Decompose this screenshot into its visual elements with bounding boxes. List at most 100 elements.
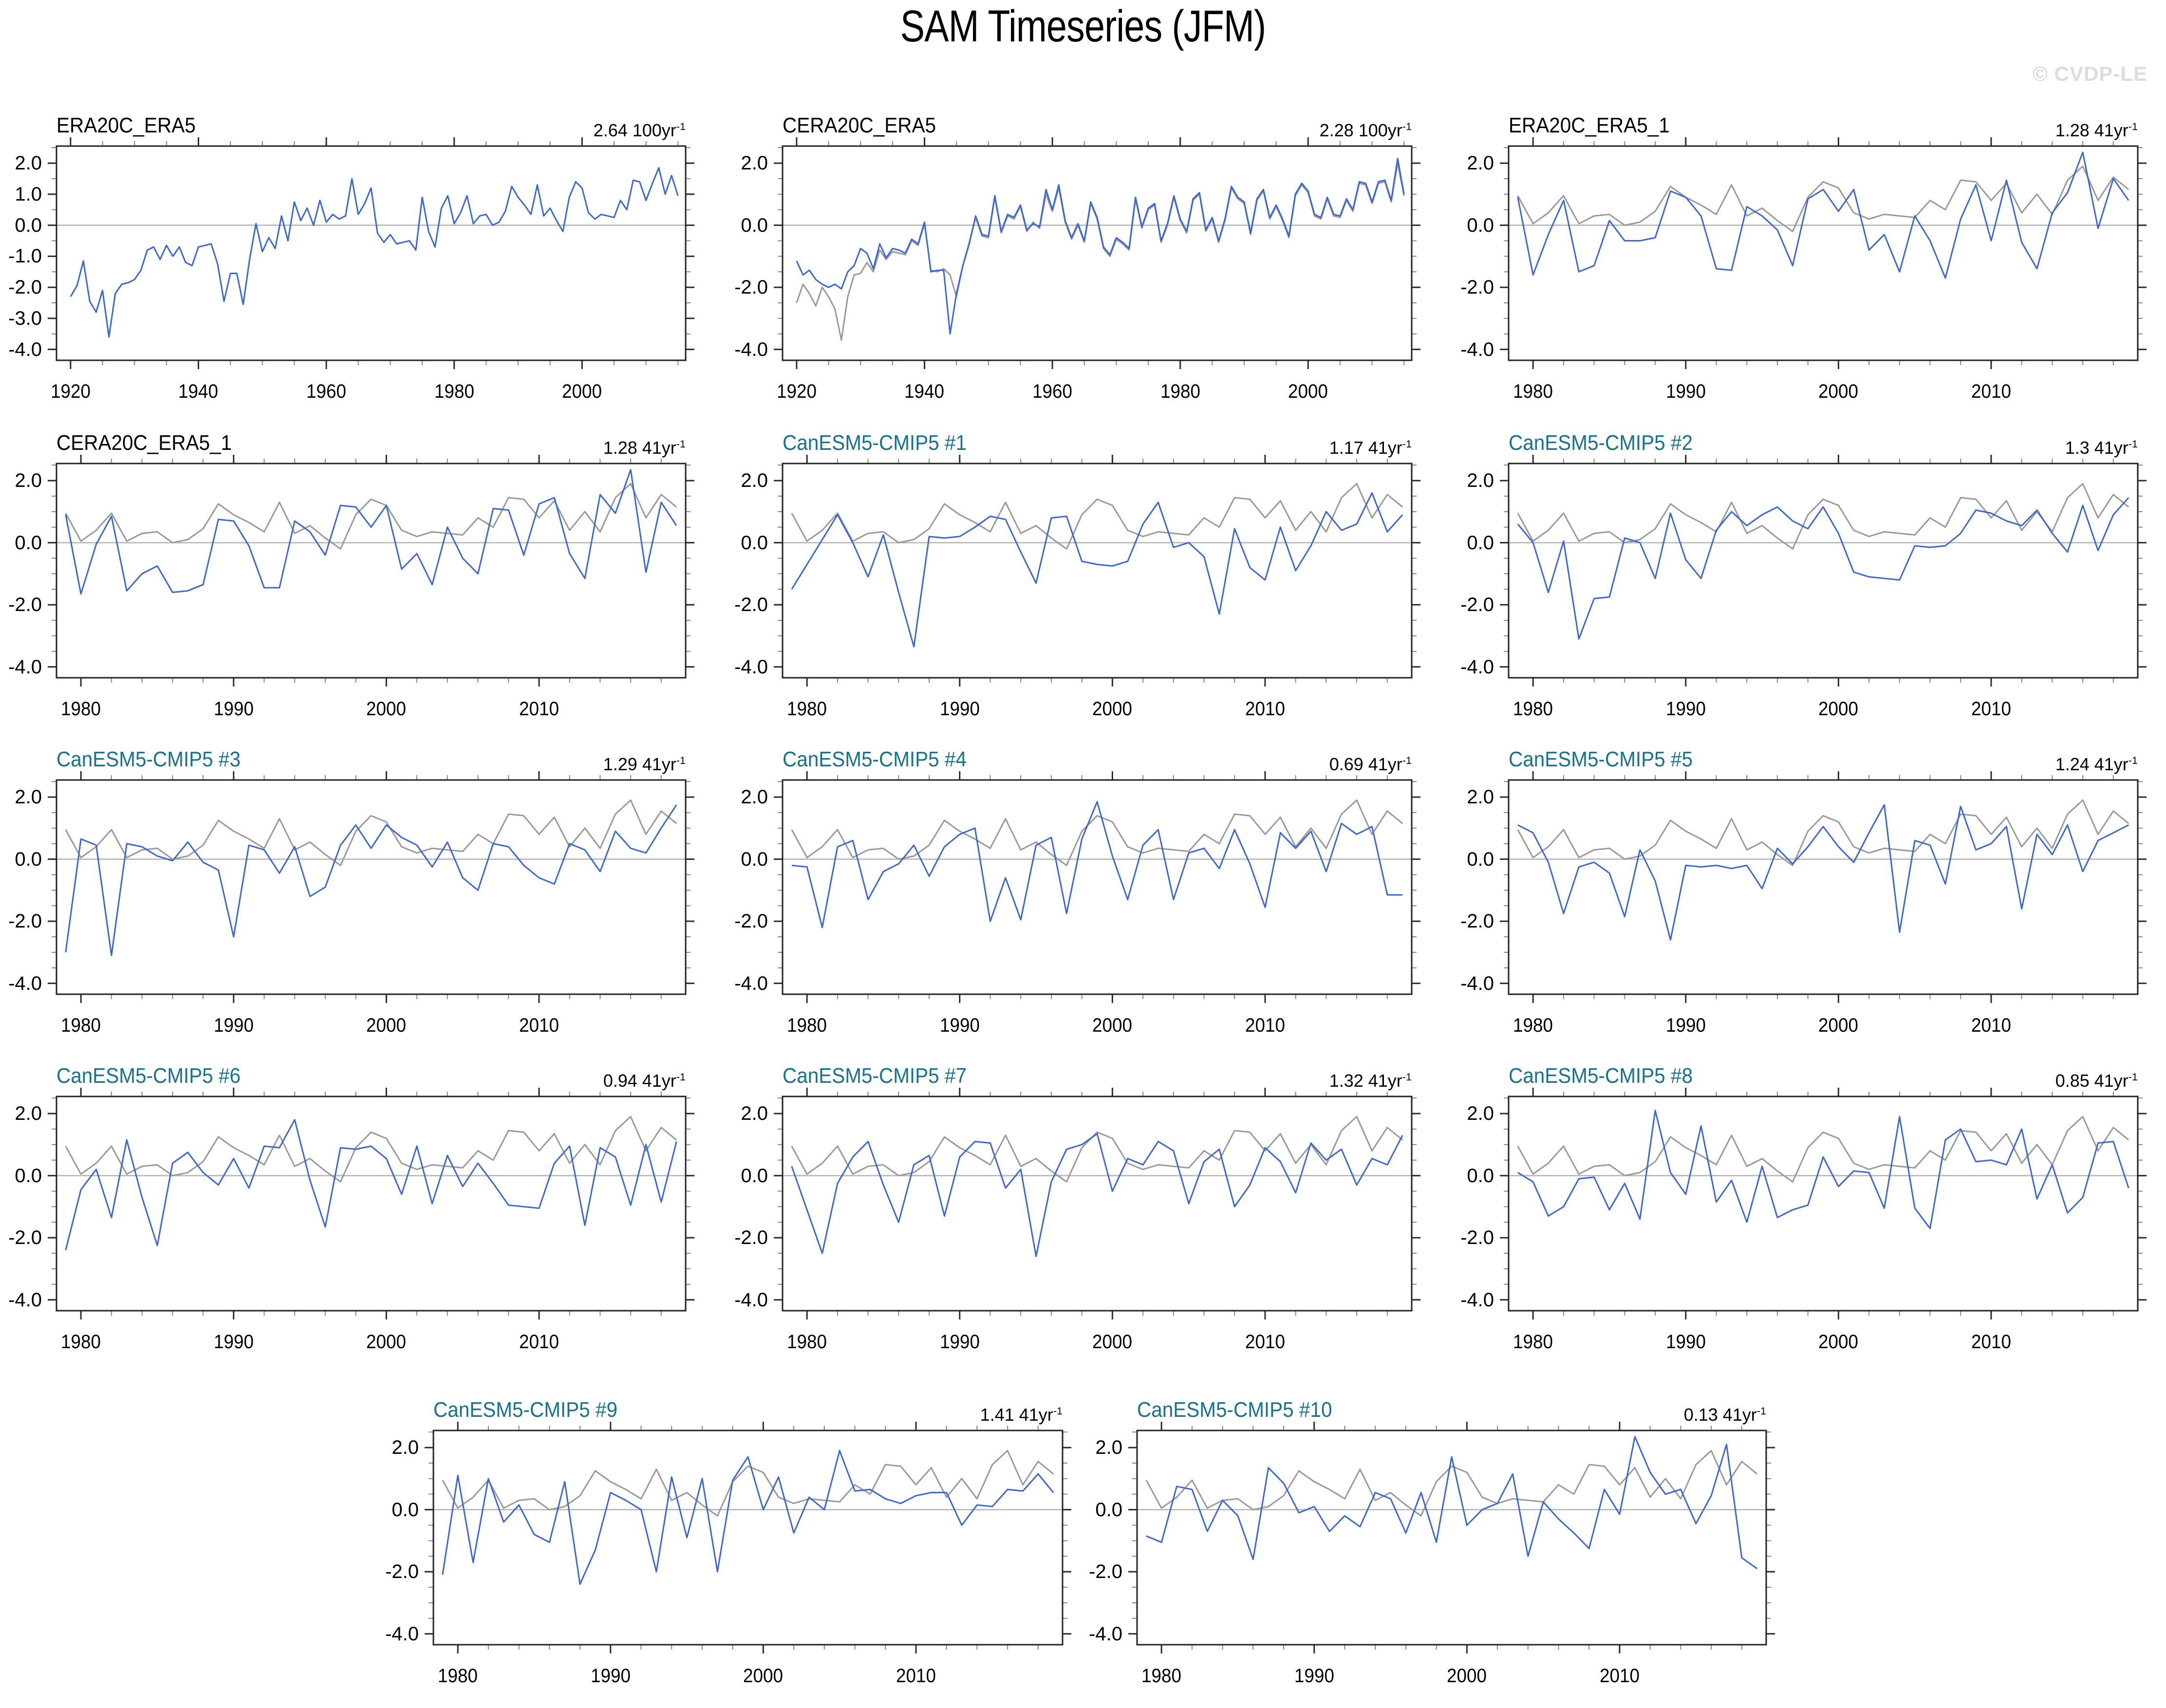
axis-ticks (1128, 1422, 1775, 1653)
y-tick-label: 2.0 (1467, 1103, 1494, 1125)
plot-frame (1508, 145, 2139, 361)
y-tick-label: -2.0 (8, 1227, 42, 1249)
x-tick-label: 1990 (939, 1015, 980, 1036)
trend-value: 1.29 41yr-1 (603, 754, 686, 774)
x-tick-label: 2000 (1818, 1015, 1859, 1036)
trend-value: 2.28 100yr-1 (1319, 120, 1412, 140)
timeseries-plot (425, 1422, 1071, 1653)
y-tick-label: -4.0 (8, 338, 42, 360)
model-line (65, 804, 677, 956)
trend-value: 1.17 41yr-1 (1329, 438, 1412, 458)
x-tick-label: 1990 (1665, 1331, 1706, 1353)
plot-frame (56, 1095, 687, 1312)
x-tick-label: 2000 (1447, 1665, 1487, 1687)
x-tick-label: 2000 (562, 381, 602, 402)
y-tick-label: -4.0 (1460, 1289, 1494, 1311)
panel-title: CERA20C_ERA5 (783, 113, 936, 137)
watermark: © CVDP-LE (2033, 62, 2147, 85)
panel-CanESM5-CMIP5-10: CanESM5-CMIP5 #10 0.13 41yr-1 2.0 0.0 -2.0 -4… (1064, 1387, 1795, 1708)
y-tick-label: 0.0 (1467, 214, 1494, 236)
timeseries-plot (48, 771, 694, 1003)
x-tick-label: 1960 (1032, 381, 1073, 402)
x-tick-label: 2000 (1092, 1331, 1133, 1353)
x-tick-label: 2010 (1971, 698, 2011, 720)
x-tick-label: 1980 (434, 381, 474, 402)
panel-ERA20C-ERA5: ERA20C_ERA5 2.64 100yr-1 2.0 1.0 0.0 -1.0 -2.0… (0, 102, 715, 424)
y-tick-label: -4.0 (1089, 1623, 1122, 1645)
x-tick-label: 2000 (1288, 381, 1328, 402)
x-tick-label: 2010 (1599, 1665, 1640, 1687)
trend-value: 1.28 41yr-1 (603, 438, 686, 458)
reference-line (442, 1449, 1054, 1517)
y-tick-label: -4.0 (8, 1289, 42, 1311)
y-tick-label: 2.0 (741, 1103, 768, 1125)
x-tick-label: 2000 (1092, 1015, 1133, 1036)
timeseries-plot (1500, 137, 2147, 369)
x-tick-label: 1940 (178, 381, 219, 402)
y-tick-label: 0.0 (15, 848, 42, 870)
y-tick-label: -4.0 (1460, 656, 1494, 678)
model-line (1517, 804, 2129, 941)
plot-frame (782, 1095, 1413, 1312)
x-tick-label: 2000 (366, 698, 407, 720)
plot-frame (782, 779, 1413, 995)
y-tick-label: 0.0 (741, 532, 768, 554)
model-line (65, 469, 677, 595)
plot-frame (782, 145, 1413, 361)
y-tick-label: 2.0 (741, 470, 768, 492)
y-tick-label: 0.0 (1095, 1499, 1122, 1521)
axis-ticks (48, 137, 694, 369)
x-tick-label: 2000 (366, 1331, 407, 1353)
x-tick-label: 1980 (61, 698, 101, 720)
axis-ticks (1500, 1088, 2147, 1319)
y-tick-label: -2.0 (1460, 1227, 1494, 1249)
axis-ticks (774, 1088, 1420, 1319)
y-tick-label: -4.0 (734, 1289, 768, 1311)
y-tick-label: 0.0 (1467, 1165, 1494, 1187)
model-line (65, 1119, 677, 1251)
x-tick-label: 2000 (743, 1665, 784, 1687)
y-tick-label: -2.0 (1460, 594, 1494, 616)
y-tick-label: -2.0 (1089, 1561, 1122, 1583)
y-tick-label: 0.0 (1467, 848, 1494, 870)
x-tick-label: 2010 (1245, 698, 1285, 720)
x-tick-label: 2000 (1818, 698, 1859, 720)
reference-line (796, 162, 1405, 341)
y-tick-label: -2.0 (8, 594, 42, 616)
plot-frame (56, 779, 687, 995)
x-tick-label: 1990 (1665, 1015, 1706, 1036)
x-tick-label: 2010 (519, 1015, 559, 1036)
panel-title: ERA20C_ERA5_1 (1509, 113, 1670, 137)
plot-frame (56, 463, 687, 679)
x-tick-label: 2010 (1245, 1015, 1285, 1036)
timeseries-plot (774, 771, 1420, 1003)
timeseries-plot (48, 137, 694, 369)
x-tick-label: 1990 (213, 1331, 254, 1353)
model-line (442, 1449, 1054, 1585)
x-tick-label: 1980 (1513, 381, 1553, 402)
x-tick-label: 2010 (519, 1331, 559, 1353)
panel-CanESM5-CMIP5-1: CanESM5-CMIP5 #1 1.17 41yr-1 2.0 0.0 -2.0 -4.… (710, 420, 1441, 741)
panel-title: CanESM5-CMIP5 #2 (1509, 431, 1693, 455)
reference-line (791, 799, 1403, 866)
y-tick-label: 2.0 (1095, 1437, 1122, 1459)
panel-title: ERA20C_ERA5 (56, 113, 196, 137)
x-tick-label: 1980 (1513, 698, 1553, 720)
x-tick-label: 2010 (896, 1665, 936, 1687)
x-tick-label: 1980 (787, 1015, 827, 1036)
plot-frame (782, 463, 1413, 679)
axis-ticks (1500, 137, 2147, 369)
trend-value: 0.85 41yr-1 (2055, 1071, 2138, 1091)
x-tick-label: 2010 (519, 698, 559, 720)
panel-title: CanESM5-CMIP5 #9 (433, 1398, 617, 1422)
timeseries-plot (1500, 771, 2147, 1003)
plot-frame (1508, 1095, 2139, 1312)
x-tick-label: 1990 (1294, 1665, 1334, 1687)
y-tick-label: -2.0 (8, 910, 42, 932)
x-tick-label: 1980 (1513, 1331, 1553, 1353)
axis-ticks (1500, 455, 2147, 687)
y-tick-label: -2.0 (8, 277, 42, 298)
y-tick-label: 0.0 (15, 214, 42, 236)
model-line (796, 158, 1405, 335)
x-tick-label: 1990 (590, 1665, 631, 1687)
